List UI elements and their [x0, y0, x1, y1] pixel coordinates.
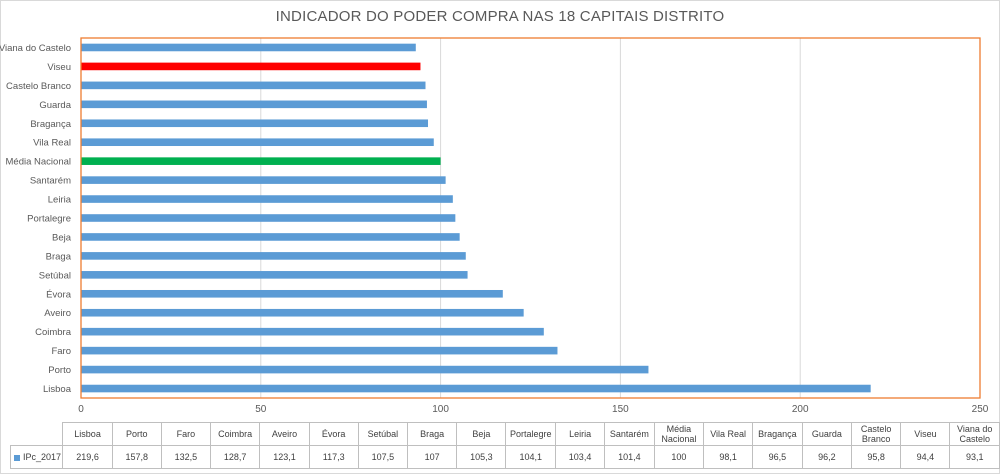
data-table-category: Lisboa — [62, 422, 113, 446]
y-category-label: Aveiro — [44, 308, 71, 319]
bar — [81, 43, 416, 52]
data-table-category: Setúbal — [357, 422, 409, 446]
data-table: Lisboa Porto Faro Coimbra Aveiro Évora Setúbal… — [9, 422, 1000, 469]
data-table-value: 123,1 — [259, 445, 310, 469]
data-table-category: Vila Real — [703, 422, 754, 446]
x-tick-label: 150 — [612, 404, 629, 415]
bar — [81, 119, 429, 128]
data-table-category: Bragança — [752, 422, 803, 446]
y-category-label: Porto — [48, 365, 71, 376]
data-table-category: Aveiro — [259, 422, 310, 446]
y-category-label: Viana do Castelo — [0, 43, 71, 54]
y-category-label: Viseu — [47, 62, 71, 73]
bar — [81, 346, 558, 355]
y-category-label: Setúbal — [39, 270, 71, 281]
data-table-value: 101,4 — [604, 445, 655, 469]
y-category-label: Beja — [52, 232, 72, 243]
data-table-category: Coimbra — [209, 422, 261, 446]
data-table-category: Porto — [111, 422, 162, 446]
chart-title: INDICADOR DO PODER COMPRA NAS 18 CAPITAI… — [275, 8, 725, 25]
y-category-label: Guarda — [39, 100, 71, 111]
y-category-label: Faro — [51, 346, 71, 357]
bar — [81, 308, 524, 317]
x-tick-label: 200 — [792, 404, 809, 415]
data-table-value-row: IPc_2017 219,6 157,8 132,5 128,7 123,1 117,3 1… — [9, 445, 1000, 469]
bar — [81, 176, 446, 184]
legend-label: IPc_2017 — [23, 452, 62, 462]
y-category-label: Média Nacional — [6, 157, 71, 168]
data-table-value: 157,8 — [111, 445, 162, 469]
x-tick-label: 250 — [972, 404, 989, 415]
data-table-corner — [10, 422, 64, 446]
y-category-label: Braga — [46, 251, 72, 262]
plot-area-border — [80, 37, 981, 399]
bar — [81, 100, 427, 109]
data-table-value: 94,4 — [900, 445, 951, 469]
data-table-category: Média Nacional — [653, 422, 705, 446]
data-table-category: Santarém — [604, 422, 655, 446]
bar — [81, 365, 649, 374]
bar — [81, 214, 456, 222]
data-table-value: 219,6 — [62, 445, 113, 469]
data-table-value: 103,4 — [554, 445, 606, 469]
data-table-value: 132,5 — [160, 445, 211, 469]
x-tick-label: 100 — [432, 404, 449, 415]
bar — [81, 252, 466, 260]
bar — [81, 81, 426, 90]
bar — [81, 271, 468, 279]
data-table-category: Évora — [308, 422, 359, 446]
y-category-label: Coimbra — [35, 327, 72, 338]
bar — [81, 233, 460, 241]
data-table-category: Leiria — [554, 422, 606, 446]
data-table-value: 128,7 — [209, 445, 261, 469]
data-table-category: Beja — [456, 422, 507, 446]
data-table-category: Braga — [407, 422, 458, 446]
data-table-value: 93,1 — [949, 445, 1000, 469]
bar — [81, 62, 421, 71]
bar — [81, 289, 503, 298]
data-table-legend-cell: IPc_2017 — [9, 445, 64, 469]
y-category-label: Santarém — [30, 176, 71, 187]
data-table-category: Viseu — [900, 422, 951, 446]
bar — [81, 384, 871, 393]
data-table-value: 96,5 — [752, 445, 803, 469]
data-table-value: 104,1 — [505, 445, 556, 469]
y-category-label: Leiria — [48, 195, 72, 206]
y-category-label: Bragança — [30, 119, 71, 130]
data-table-category: Castelo Branco — [851, 422, 902, 446]
bar — [81, 327, 544, 336]
data-table-category: Portalegre — [505, 422, 556, 446]
bar — [81, 157, 441, 165]
bar — [81, 195, 453, 203]
data-table-value: 100 — [653, 445, 705, 469]
data-table-value: 107 — [407, 445, 458, 469]
data-table-category: Faro — [160, 422, 211, 446]
y-category-label: Évora — [46, 289, 72, 300]
data-table-value: 95,8 — [851, 445, 902, 469]
data-table-value: 107,5 — [357, 445, 409, 469]
x-tick-label: 0 — [78, 404, 84, 415]
data-table-category: Viana do Castelo — [949, 422, 1000, 446]
data-table-value: 96,2 — [801, 445, 853, 469]
y-category-label: Lisboa — [43, 384, 72, 395]
data-table-value: 98,1 — [703, 445, 754, 469]
x-tick-label: 50 — [255, 404, 267, 415]
data-table-header-row: Lisboa Porto Faro Coimbra Aveiro Évora Setúbal… — [10, 422, 1000, 446]
y-category-label: Portalegre — [27, 214, 71, 225]
data-table-value: 105,3 — [456, 445, 507, 469]
bar — [81, 138, 434, 147]
legend-key-icon — [14, 454, 20, 461]
y-category-label: Vila Real — [33, 138, 71, 149]
data-table-value: 117,3 — [308, 445, 359, 469]
data-table-category: Guarda — [801, 422, 853, 446]
y-category-label: Castelo Branco — [6, 81, 71, 92]
